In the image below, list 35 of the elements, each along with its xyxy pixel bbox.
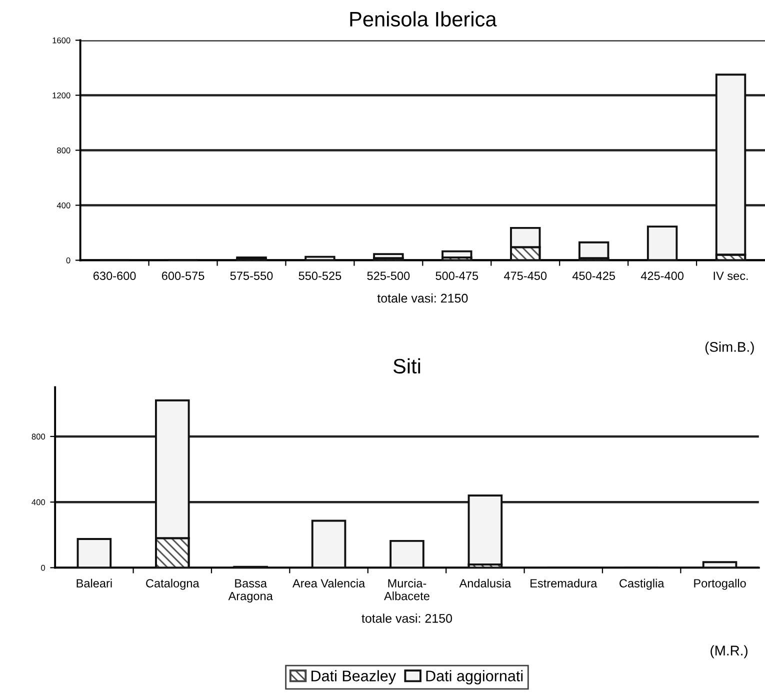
x-tick-label: Castiglia (620, 578, 664, 590)
x-tick-label: Baleari (76, 578, 112, 588)
x-tick-label: Area Valencia (292, 578, 366, 588)
y-tick-label: 0 (41, 564, 46, 571)
chart-title: Siti (393, 358, 420, 374)
y-tick-label: 0 (66, 257, 70, 264)
x-tick-label: 525-500 (367, 272, 410, 280)
x-tick-label: 575-550 (230, 272, 273, 280)
x-tick-label: 425-400 (640, 272, 684, 280)
x-tick-label: Murcia- Albacete (384, 578, 430, 600)
x-tick-label: Andalusia (459, 578, 512, 588)
y-tick-label: 400 (56, 202, 70, 208)
legend-label: Dati Beazley (312, 670, 396, 684)
x-axis-title: totale vasi: 2150 (362, 614, 452, 623)
y-tick-label: 1600 (52, 37, 70, 44)
x-tick-label: 475-450 (504, 272, 547, 280)
x-tick-label: Portogallo (694, 578, 746, 590)
y-tick-label: 400 (32, 499, 46, 506)
x-tick-label: 500-475 (436, 272, 478, 280)
x-tick-label: Estremadura (530, 578, 598, 588)
x-tick-label: 450-425 (572, 272, 615, 280)
x-tick-label: Bassa Aragona (228, 579, 273, 603)
x-tick-label: IV sec. (714, 272, 748, 280)
y-tick-label: 800 (32, 434, 46, 440)
legend-label: Dati aggiornati (426, 670, 523, 684)
x-axis-title: totale vasi: 2150 (377, 293, 468, 303)
x-tick-label: Catalogna (146, 578, 200, 590)
x-tick-label: 600-575 (162, 272, 204, 280)
text: (M.R.) (710, 645, 748, 658)
text: (Sim.B.) (705, 342, 754, 355)
y-tick-label: 1200 (52, 92, 70, 98)
x-tick-label: 630-600 (94, 272, 136, 280)
x-tick-label: 550-525 (298, 272, 342, 280)
chart-title: Penisola Iberica (350, 11, 497, 27)
y-tick-label: 800 (57, 147, 70, 154)
